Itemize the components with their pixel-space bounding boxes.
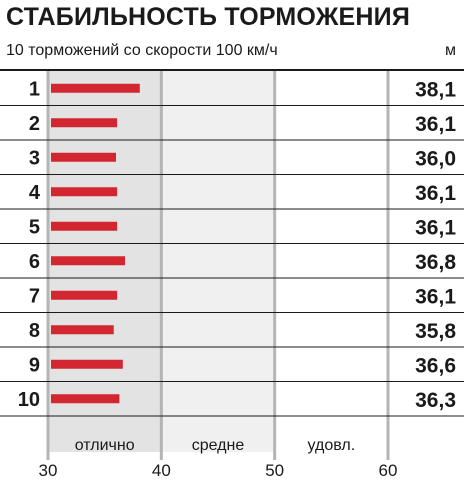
row-label: 7: [29, 285, 40, 307]
header-divider: [0, 69, 464, 71]
value-label: 36,8: [415, 251, 456, 274]
row-label: 6: [29, 251, 40, 273]
x-tick-label: 60: [379, 461, 398, 480]
value-label: 36,1: [415, 285, 456, 308]
value-label: 36,3: [415, 389, 456, 412]
row-label: 2: [29, 113, 40, 135]
value-label: 36,1: [415, 113, 456, 136]
row-label: 10: [18, 389, 40, 411]
chart-subtitle: 10 торможений со скорости 100 км/ч: [6, 42, 278, 59]
bar-6: [51, 256, 126, 266]
bar-1: [51, 83, 140, 93]
x-tick-label: 50: [265, 461, 284, 480]
bar-10: [51, 394, 120, 404]
bar-4: [51, 187, 118, 197]
value-label: 36,1: [415, 182, 456, 205]
value-label: 36,6: [415, 354, 456, 377]
zone-label: отлично: [75, 437, 135, 454]
value-label: 38,1: [415, 78, 456, 101]
value-label: 35,8: [415, 320, 456, 343]
row-label: 8: [29, 320, 40, 342]
bar-8: [51, 325, 114, 335]
x-tick-label: 40: [152, 461, 171, 480]
row-label: 9: [29, 354, 40, 376]
bar-5: [51, 221, 118, 231]
zone-background-2: [161, 71, 275, 452]
row-label: 1: [29, 78, 40, 100]
bar-2: [51, 118, 118, 128]
bar-9: [51, 359, 123, 369]
zone-label: средне: [192, 437, 245, 454]
row-label: 5: [29, 216, 40, 238]
x-tick-label: 30: [39, 461, 58, 480]
zone-label: удовл.: [308, 437, 356, 454]
row-label: 3: [29, 147, 40, 169]
bar-7: [51, 290, 118, 300]
zone-background-3: [274, 71, 388, 452]
value-label: 36,0: [415, 147, 456, 170]
chart-title: СТАБИЛЬНОСТЬ ТОРМОЖЕНИЯ: [6, 3, 410, 31]
row-label: 4: [29, 182, 41, 204]
value-label: 36,1: [415, 216, 456, 239]
bar-3: [51, 152, 116, 162]
unit-label: м: [445, 42, 456, 59]
